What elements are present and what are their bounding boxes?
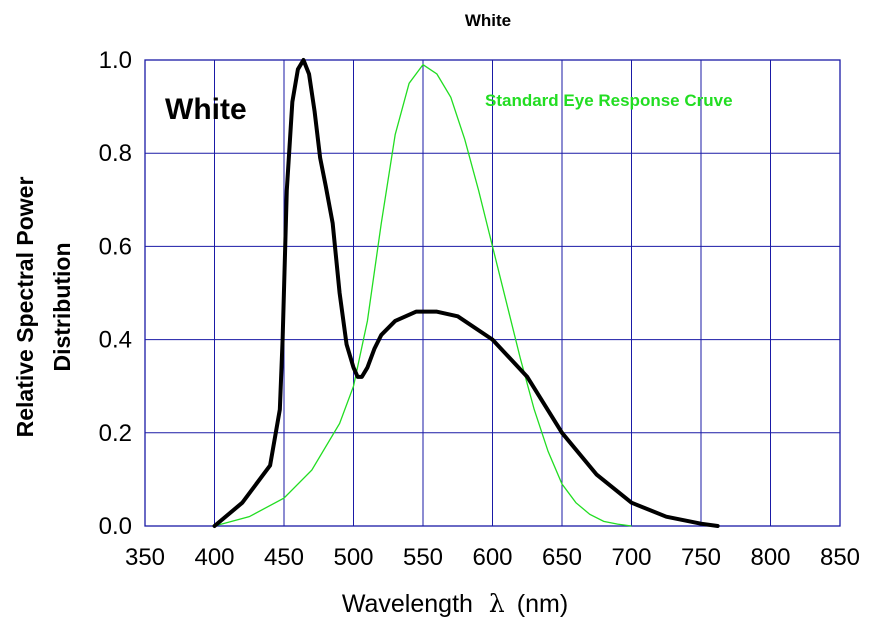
x-axis-label-text: Wavelength bbox=[342, 590, 473, 618]
y-tick-label: 0.4 bbox=[99, 327, 132, 354]
eye-response-series-line bbox=[214, 63, 632, 527]
x-tick-label: 850 bbox=[820, 544, 860, 571]
x-tick-label: 600 bbox=[472, 544, 512, 571]
x-axis-lambda-symbol: λ bbox=[489, 589, 505, 618]
x-tick-label: 800 bbox=[750, 544, 790, 571]
x-tick-label: 450 bbox=[264, 544, 304, 571]
y-tick-label: 0.2 bbox=[99, 420, 132, 447]
white-spectrum-series-line bbox=[212, 58, 720, 528]
x-tick-label: 500 bbox=[333, 544, 373, 571]
x-tick-label: 700 bbox=[611, 544, 651, 571]
x-tick-label: 650 bbox=[542, 544, 582, 571]
y-tick-labels: 0.0 0.2 0.4 0.6 0.8 1.0 bbox=[99, 47, 132, 540]
plot-frame bbox=[144, 59, 841, 527]
white-annotation: White bbox=[165, 93, 247, 126]
x-tick-label: 550 bbox=[403, 544, 443, 571]
y-tick-label: 0.6 bbox=[99, 233, 132, 260]
x-axis-label: Wavelength λ (nm) bbox=[342, 589, 568, 618]
y-tick-label: 0.0 bbox=[99, 513, 132, 540]
x-tick-label: 400 bbox=[194, 544, 234, 571]
y-tick-label: 1.0 bbox=[99, 47, 132, 74]
y-axis-label-line1: Relative Spectral Power bbox=[12, 177, 38, 438]
eye-response-annotation: Standard Eye Response Cruve bbox=[485, 91, 733, 110]
chart-title: White bbox=[465, 11, 511, 30]
y-axis-label-line2: Distribution bbox=[49, 242, 75, 371]
x-axis-unit: (nm) bbox=[517, 590, 568, 618]
x-tick-labels: 350 400 450 500 550 600 650 700 750 800 850 bbox=[125, 544, 860, 571]
y-tick-label: 0.8 bbox=[99, 140, 132, 167]
grid-lines bbox=[144, 59, 841, 527]
x-tick-label: 750 bbox=[681, 544, 721, 571]
x-tick-label: 350 bbox=[125, 544, 165, 571]
